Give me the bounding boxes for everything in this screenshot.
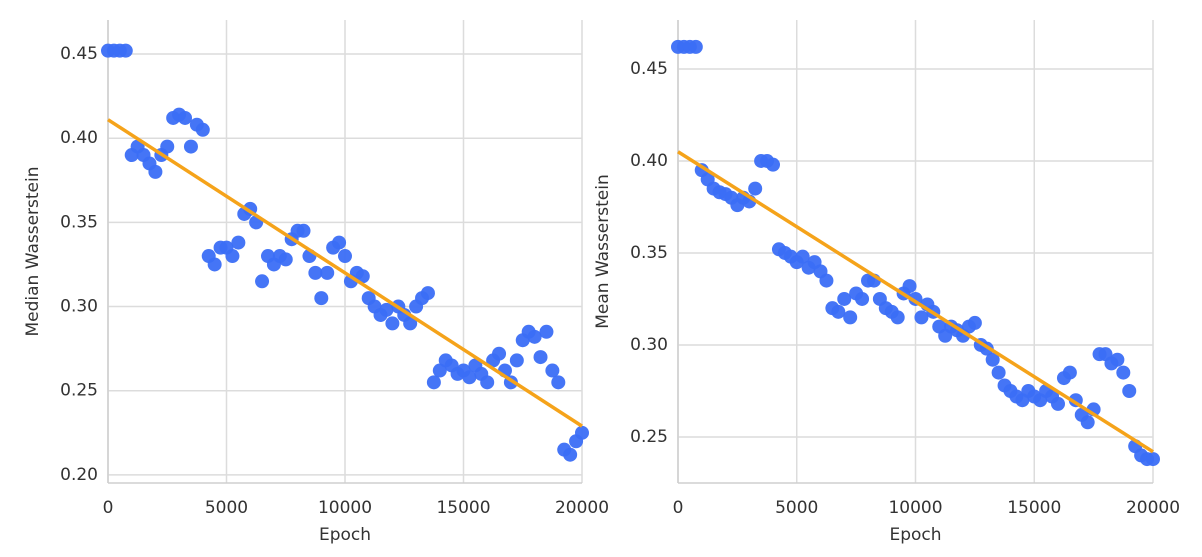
point	[914, 310, 929, 325]
x-axis-label: Epoch	[319, 525, 371, 545]
y-tick-label: 0.45	[60, 44, 98, 64]
y-tick-label: 0.20	[60, 465, 98, 485]
y-axis-label: Mean Wasserstein	[593, 174, 613, 329]
point	[355, 269, 370, 284]
point	[837, 291, 852, 306]
x-tick-label: 5000	[775, 498, 818, 518]
x-tick-label: 20000	[1126, 498, 1180, 518]
x-axis-label: Epoch	[889, 525, 941, 545]
point	[1116, 365, 1131, 380]
point	[766, 157, 780, 172]
point	[255, 274, 270, 289]
point	[385, 316, 400, 331]
y-tick-label: 0.40	[630, 151, 668, 171]
point	[403, 316, 418, 331]
point	[748, 181, 763, 196]
y-tick-label: 0.25	[630, 427, 668, 447]
y-tick-label: 0.30	[60, 297, 98, 317]
x-tick-label: 0	[673, 498, 684, 518]
point	[148, 164, 163, 179]
point	[855, 291, 870, 306]
point	[527, 329, 542, 344]
y-axis-label: Median Wasserstein	[23, 166, 43, 336]
point	[426, 375, 441, 390]
y-tick-label: 0.30	[630, 335, 668, 355]
y-tick-label: 0.35	[630, 243, 668, 263]
y-tick-label: 0.25	[60, 381, 98, 401]
point	[379, 302, 394, 317]
point	[296, 223, 311, 238]
point	[902, 279, 917, 294]
x-tick-label: 0	[103, 498, 114, 518]
x-tick-label: 10000	[318, 498, 372, 518]
point	[539, 324, 554, 339]
point	[1146, 452, 1160, 467]
point	[509, 353, 524, 368]
point	[991, 365, 1006, 380]
point	[843, 310, 858, 325]
point	[225, 249, 240, 264]
point	[462, 370, 477, 385]
point	[320, 265, 335, 280]
point	[278, 252, 293, 267]
point	[890, 310, 905, 325]
point	[207, 257, 222, 272]
x-tick-label: 10000	[888, 498, 942, 518]
x-tick-label: 20000	[555, 498, 609, 518]
point	[338, 249, 352, 264]
point	[985, 352, 1000, 367]
point	[492, 346, 507, 361]
point	[1110, 352, 1125, 367]
point	[314, 291, 329, 306]
point	[420, 286, 435, 301]
y-tick-label: 0.35	[60, 212, 98, 232]
y-tick-label: 0.40	[60, 128, 98, 148]
point	[795, 249, 810, 264]
point	[967, 315, 982, 330]
point	[231, 235, 246, 250]
x-tick-label: 15000	[436, 498, 490, 518]
point	[1122, 383, 1137, 398]
point	[819, 273, 834, 288]
point	[563, 447, 578, 462]
point	[545, 363, 560, 378]
point	[308, 265, 323, 280]
x-tick-label: 15000	[1007, 498, 1061, 518]
point	[118, 43, 133, 58]
x-tick-label: 5000	[205, 498, 248, 518]
trend-line	[677, 150, 1154, 454]
point	[1051, 396, 1065, 411]
point	[195, 122, 210, 137]
point	[1080, 415, 1095, 430]
point	[533, 350, 548, 365]
point	[688, 39, 703, 54]
point	[1062, 365, 1077, 380]
point	[432, 363, 447, 378]
point	[551, 375, 566, 390]
point	[183, 139, 198, 154]
trend-line	[107, 118, 583, 428]
y-tick-label: 0.45	[630, 59, 668, 79]
point	[178, 110, 193, 125]
point	[160, 139, 175, 154]
point	[332, 235, 347, 250]
point	[831, 304, 846, 319]
point	[480, 375, 495, 390]
point	[575, 425, 589, 440]
